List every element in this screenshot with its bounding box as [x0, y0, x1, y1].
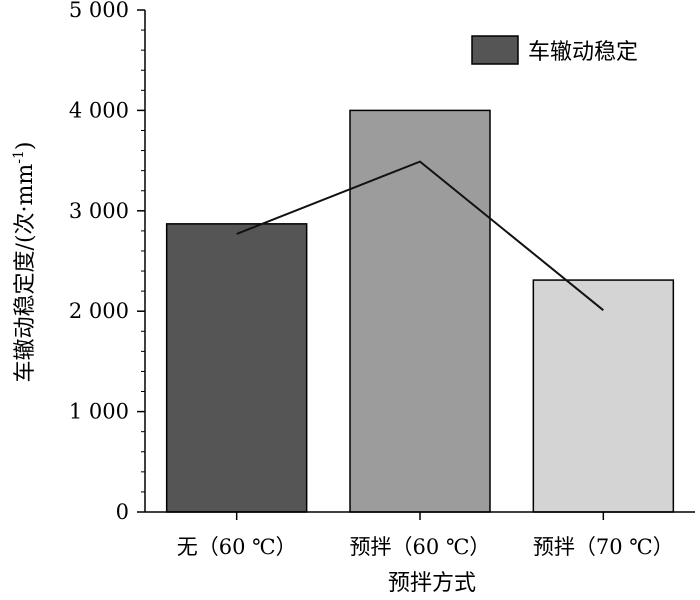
x-axis-title: 预拌方式 — [388, 571, 476, 596]
y-tick-label: 0 — [116, 500, 129, 524]
legend: 车辙动稳定 — [471, 35, 638, 65]
x-ticks-group: 无（60 ℃） 预拌（60 ℃） 预拌（70 ℃） — [177, 512, 674, 559]
y-ticks-group: 0 1 000 2 000 3 000 4 000 5 000 — [69, 0, 145, 524]
trend-line — [236, 160, 604, 311]
bar-3 — [532, 279, 675, 513]
bar-2 — [349, 109, 491, 513]
y-axis-title-main: 车辙动稳定度/(次·mm — [13, 164, 38, 383]
y-tick-label: 5 000 — [69, 0, 129, 22]
y-tick-label: 3 000 — [69, 199, 129, 223]
y-axis-title-sup: -1 — [11, 150, 27, 164]
y-tick-label: 1 000 — [69, 400, 129, 424]
bar-1 — [165, 223, 308, 513]
y-axis-title: 车辙动稳定度/(次·mm-1) — [11, 142, 38, 383]
bars-group — [165, 109, 675, 513]
x-tick-label: 预拌（70 ℃） — [533, 535, 674, 559]
legend-label: 车辙动稳定 — [528, 40, 638, 65]
x-tick-label: 预拌（60 ℃） — [350, 535, 491, 559]
legend-swatch — [471, 35, 519, 65]
y-tick-label: 4 000 — [69, 98, 129, 122]
y-axis-title-close: ) — [13, 142, 38, 151]
y-tick-label: 2 000 — [69, 299, 129, 323]
x-tick-label: 无（60 ℃） — [177, 535, 297, 559]
